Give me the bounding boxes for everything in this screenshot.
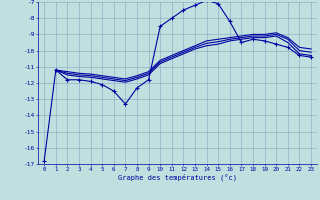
X-axis label: Graphe des températures (°c): Graphe des températures (°c) [118, 174, 237, 181]
